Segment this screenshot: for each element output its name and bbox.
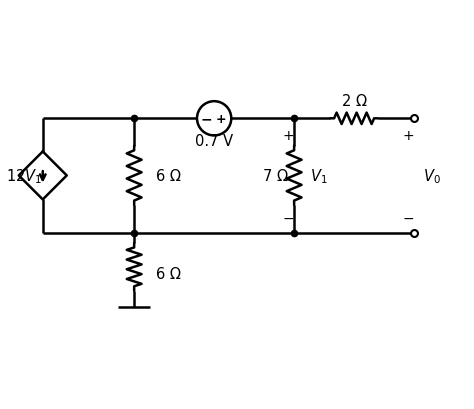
Text: 6 Ω: 6 Ω: [156, 267, 181, 281]
Text: +: +: [216, 112, 227, 126]
Text: 2 Ω: 2 Ω: [342, 93, 366, 108]
Text: −: −: [402, 212, 414, 226]
Text: $V_1$: $V_1$: [310, 167, 328, 185]
Text: +: +: [283, 129, 294, 143]
Text: +: +: [402, 129, 414, 143]
Text: 0.7 V: 0.7 V: [195, 133, 233, 148]
Text: 7 Ω: 7 Ω: [263, 169, 288, 184]
Text: −: −: [201, 112, 212, 126]
Text: $12V_1$: $12V_1$: [6, 167, 42, 185]
Text: −: −: [283, 212, 294, 226]
Text: 6 Ω: 6 Ω: [156, 169, 181, 184]
Text: $V_0$: $V_0$: [423, 167, 440, 185]
